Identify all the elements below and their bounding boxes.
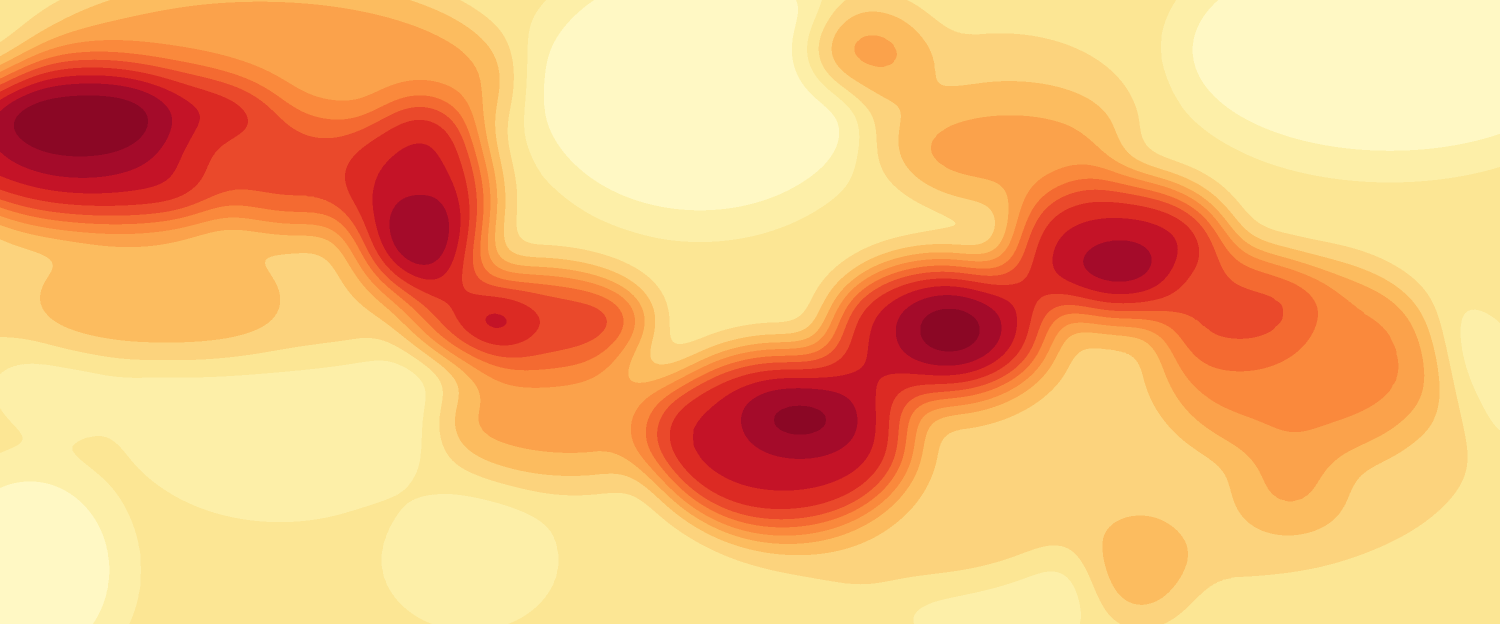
ridge-area [410, 270, 650, 370]
peak [380, 195, 460, 275]
peak [465, 302, 525, 342]
orange-area [810, 5, 930, 95]
orange-area [1240, 455, 1340, 525]
orange-area [900, 95, 1120, 205]
orange-area [1090, 520, 1190, 620]
peak [900, 295, 1000, 365]
peak [0, 70, 170, 170]
peaks [0, 70, 1175, 450]
low-area [390, 500, 550, 620]
low-area [1180, 0, 1500, 160]
orange-area [40, 250, 280, 350]
ridge-area [1160, 250, 1320, 370]
low-area [530, 0, 870, 220]
orange-area [440, 360, 700, 480]
peak [740, 390, 860, 450]
low-area [0, 470, 120, 624]
peak [1065, 237, 1175, 293]
